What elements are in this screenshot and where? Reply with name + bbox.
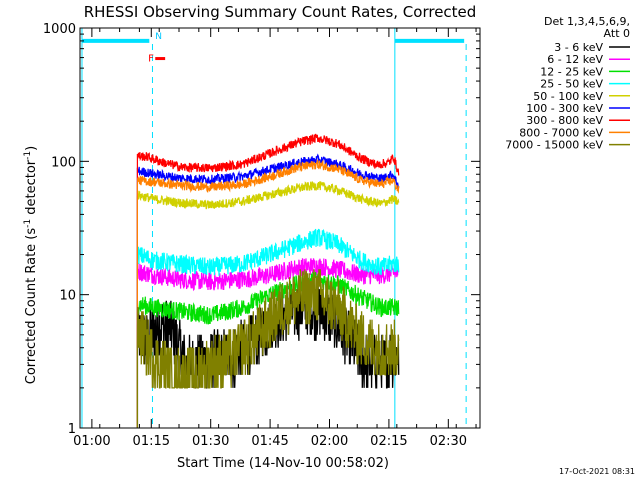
legend-label: 12 - 25 keV (540, 65, 603, 78)
y-tick-label: 1000 (43, 22, 76, 37)
x-tick-labels: 01:00 01:15 01:30 01:45 02:00 02:15 02:30 (73, 434, 467, 449)
legend-label: 800 - 7000 keV (519, 126, 603, 139)
legend-label: 6 - 12 keV (547, 53, 603, 66)
legend-label: 100 - 300 keV (526, 102, 603, 115)
x-tick-label: 01:30 (192, 434, 229, 449)
y-tick-label: 10 (59, 289, 76, 304)
plot-border (79, 27, 481, 429)
x-tick-label: 02:00 (311, 434, 348, 449)
x-tick-label: 01:45 (251, 434, 288, 449)
x-tick-label: 01:15 (133, 434, 170, 449)
series-line-300-800-kev (136, 133, 400, 428)
x-tick-label: 02:15 (370, 434, 407, 449)
legend-header: Det 1,3,4,5,6,9, (544, 15, 630, 28)
series-line-6-12-kev (136, 258, 399, 428)
legend-label: 50 - 100 keV (533, 90, 603, 103)
flare-marker: F (148, 54, 154, 65)
series-layer (136, 133, 400, 428)
y-axis-label: Corrected Count Rate (s-1 detector-1) (23, 146, 39, 384)
axes (79, 27, 481, 429)
x-tick-label: 01:00 (73, 434, 110, 449)
footer-timestamp: 17-Oct-2021 08:31 (559, 467, 635, 476)
legend-label: 3 - 6 keV (554, 41, 603, 54)
series-line-12-25-kev (136, 271, 400, 428)
chart-title: RHESSI Observing Summary Count Rates, Co… (84, 3, 477, 21)
x-axis-label: Start Time (14-Nov-10 00:58:02) (177, 456, 389, 471)
y-tick-label: 1 (68, 422, 76, 437)
series-line-800-7000-kev (136, 159, 400, 428)
legend-label: 25 - 50 keV (540, 78, 603, 91)
series-line-25-50-kev (136, 228, 400, 428)
night-marker: N (155, 32, 162, 42)
cyan-overlays: FN (81, 28, 467, 428)
y-tick-label: 100 (51, 155, 76, 170)
legend-label: 7000 - 15000 keV (505, 139, 603, 152)
series-line-100-300-kev (136, 153, 400, 428)
legend-label: 300 - 800 keV (526, 114, 603, 127)
series-line-7000-15000-kev (136, 269, 400, 428)
series-line-50-100-kev (136, 181, 400, 428)
x-tick-label: 02:30 (430, 434, 467, 449)
legend-attenuator: Att 0 (604, 27, 630, 40)
y-tick-labels: 1 10 100 1000 (43, 22, 76, 437)
